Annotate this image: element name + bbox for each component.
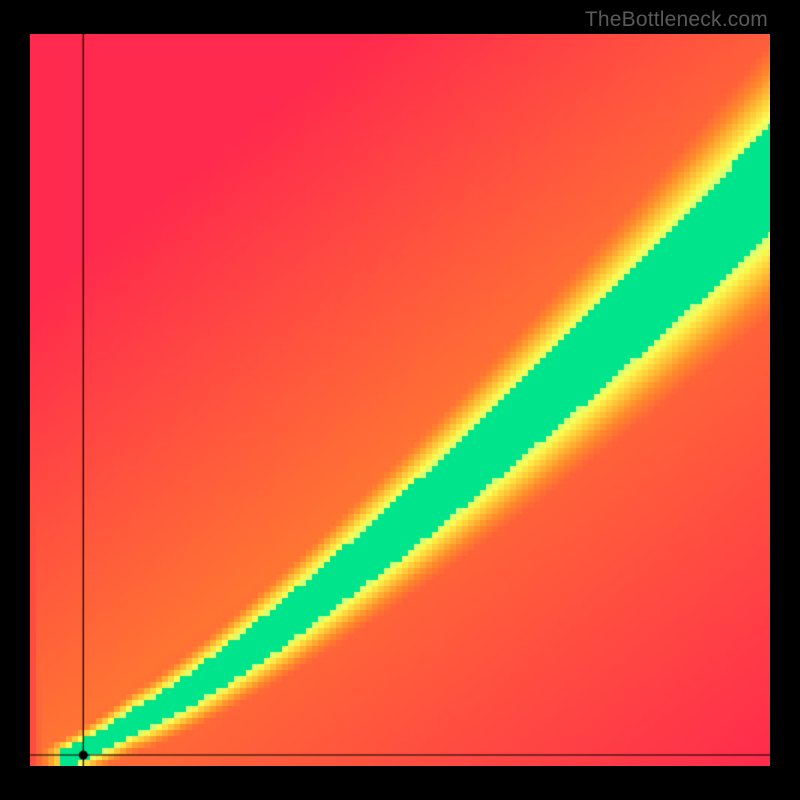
watermark-text: TheBottleneck.com xyxy=(585,8,768,32)
bottleneck-heatmap xyxy=(30,34,770,766)
heatmap-canvas xyxy=(30,34,770,766)
